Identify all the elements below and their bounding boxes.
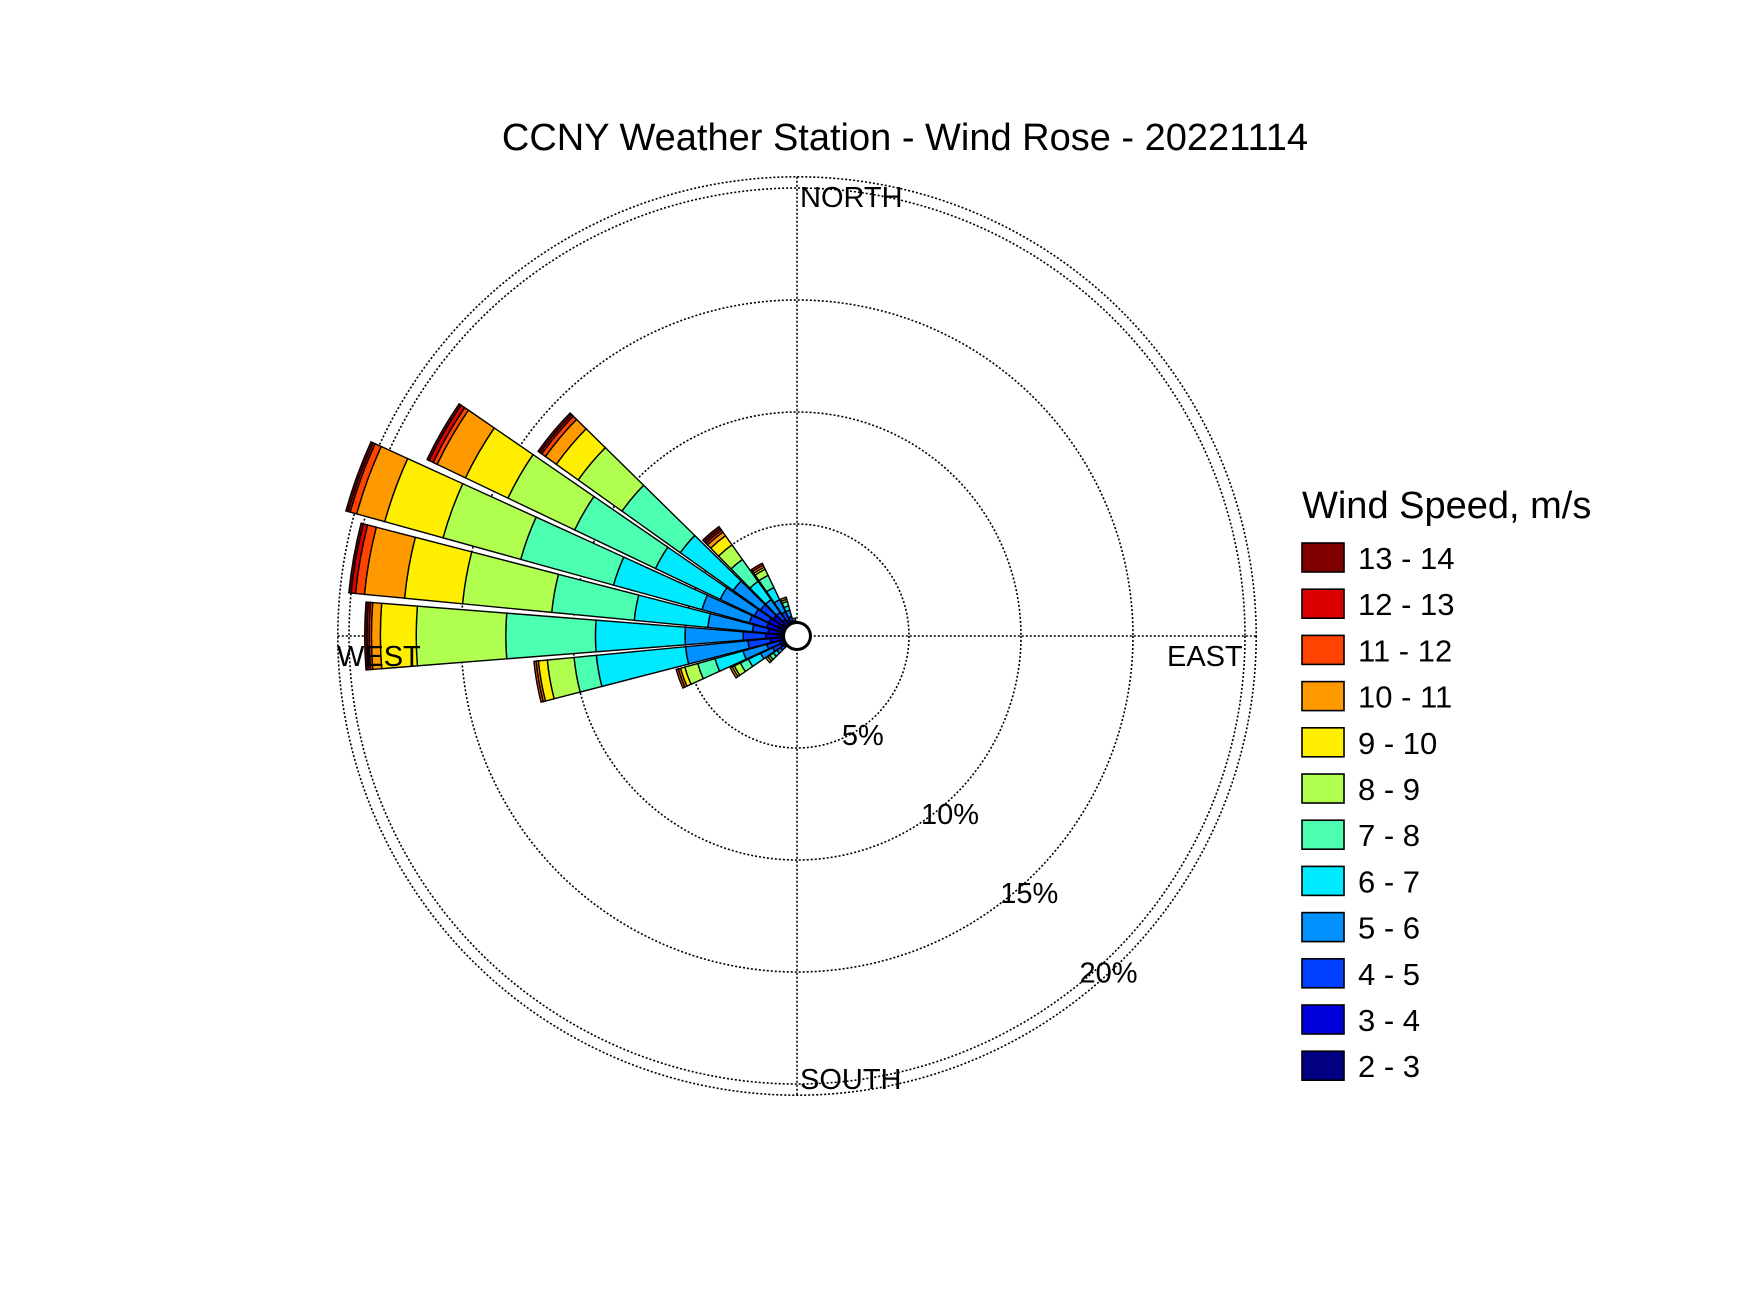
direction-label-east: EAST [1167,641,1243,673]
legend-swatch-9 [1301,634,1345,666]
legend-label-11: 13 - 14 [1358,541,1455,576]
direction-label-south: SOUTH [800,1064,902,1096]
chart-title: CCNY Weather Station - Wind Rose - 20221… [502,117,1308,159]
legend-swatch-2 [1301,957,1345,989]
radial-tick-label-5: 5% [842,720,884,752]
radial-tick-label-10: 10% [921,799,979,831]
legend-label-10: 12 - 13 [1358,587,1455,622]
direction-label-west: WEST [337,641,421,673]
legend-swatch-10 [1301,588,1345,620]
sector-280-bin-7 [403,536,473,605]
calm-circle [782,621,812,651]
grid-ring-20 [348,187,1246,1085]
sector-270-bin-4 [594,619,687,653]
radial-tick-labels: 5% 10% 15% 20% [842,720,1138,990]
sector-280-bin-11 [348,522,365,594]
sector-340-bin-8 [779,596,788,603]
legend-label-0: 2 - 3 [1358,1049,1420,1084]
legend-swatch-3 [1301,911,1345,943]
radial-tick-label-15: 15% [1000,878,1058,910]
sector-230-bin-7 [765,655,773,664]
grid-ring-5 [684,523,910,749]
legend-label-4: 6 - 7 [1358,864,1420,899]
calm-marker [782,621,812,651]
legend-swatch-5 [1301,819,1345,851]
legend-label-5: 7 - 8 [1358,818,1420,853]
sector-290-bin-11 [345,440,374,513]
legend-swatch-8 [1301,680,1345,712]
sector-350-bin-5 [791,617,797,622]
legend-label-6: 8 - 9 [1358,772,1420,807]
legend-swatch-1 [1301,1004,1345,1035]
legend-label-3: 5 - 6 [1358,911,1420,946]
sector-310-bin-11 [537,412,573,454]
legend-label-9: 11 - 12 [1358,633,1452,668]
legend-label-8: 10 - 11 [1358,680,1452,715]
sector-270-bin-11 [363,601,370,671]
polar-grid [336,175,1258,1097]
legend-swatch-11 [1301,542,1345,573]
direction-label-north: NORTH [800,182,903,214]
wind-sectors [345,402,797,704]
grid-ring-15 [460,299,1134,973]
sector-260-bin-4 [595,645,690,688]
legend-label-7: 9 - 10 [1358,726,1437,761]
grid-ring-10 [572,411,1022,861]
legend-label-2: 4 - 5 [1358,957,1420,992]
sector-320-bin-11 [701,525,722,543]
sector-270-bin-5 [505,612,597,660]
grid-ring-outer [336,175,1258,1097]
legend-swatch-7 [1301,726,1345,758]
legend-swatch-4 [1301,865,1345,897]
legend-swatch-0 [1301,1050,1345,1081]
sector-330-bin-10 [750,562,765,573]
legend-title: Wind Speed, m/s [1302,485,1591,527]
legend: 13 - 14 12 - 13 11 - 12 10 - 11 9 - 10 8 - 9 7… [1301,541,1455,1084]
radial-tick-label-20: 20% [1079,957,1137,989]
sector-260-bin-9 [533,660,545,704]
legend-swatch-6 [1301,773,1345,804]
sector-300-bin-11 [426,402,462,462]
sector-270-bin-6 [415,605,508,667]
sector-250-bin-9 [675,668,686,689]
sector-240-bin-8 [729,665,739,679]
legend-label-1: 3 - 4 [1358,1003,1420,1038]
